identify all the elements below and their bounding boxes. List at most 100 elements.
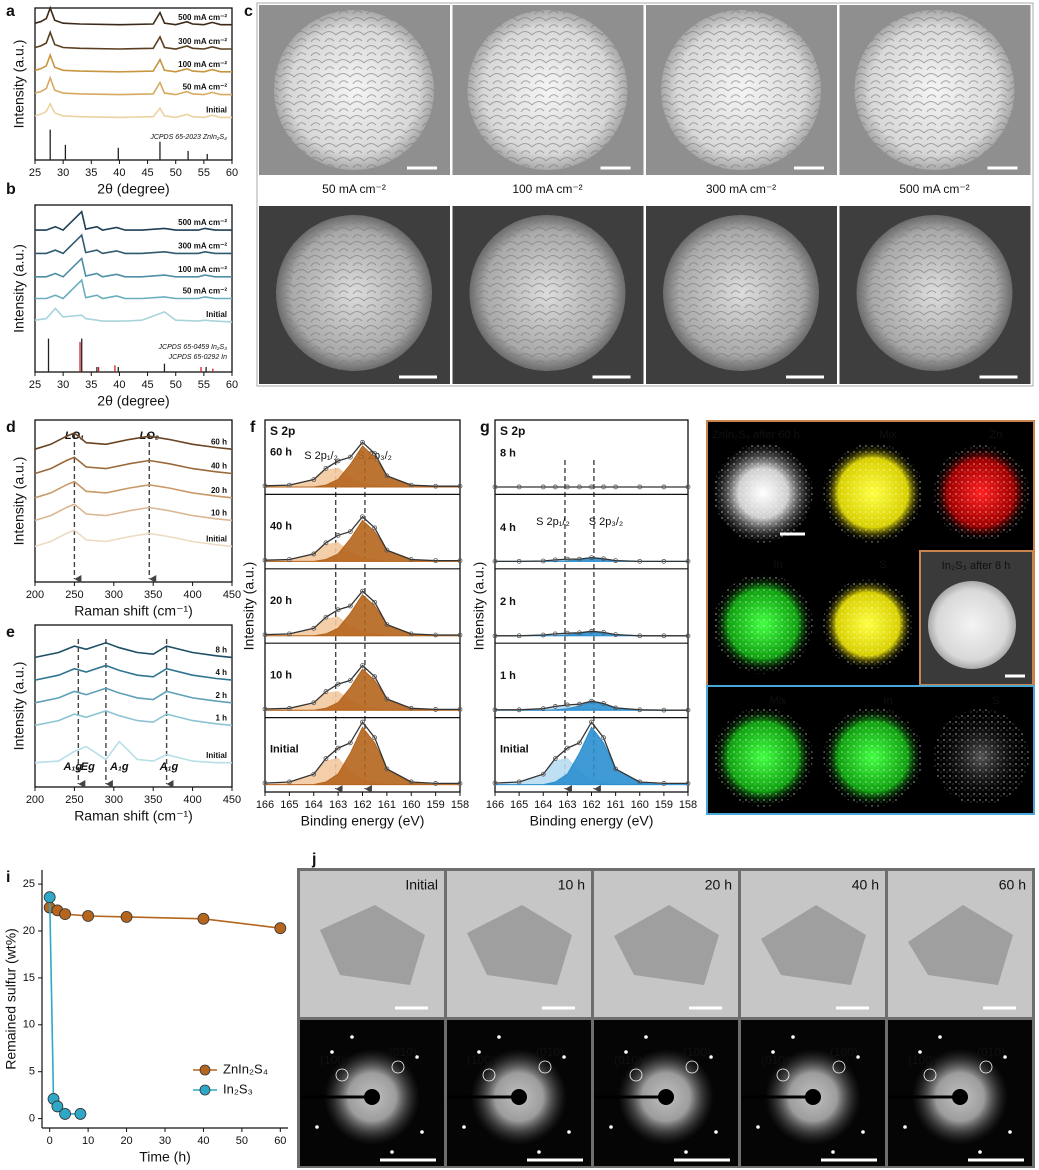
x-tick-label: 30 <box>57 379 69 391</box>
diffraction-spot <box>978 1150 982 1154</box>
annotation: S 2p₃/₂ <box>589 516 623 528</box>
panel-label: i <box>6 869 10 886</box>
raw-data-point <box>384 696 390 702</box>
spot-marker <box>979 1060 993 1074</box>
diffraction-spot <box>714 1130 718 1134</box>
series-label: 20 h <box>211 486 227 495</box>
diffraction-spot <box>856 1055 860 1059</box>
reference-label: JCPDS 65-0292 In <box>168 354 227 361</box>
raw-data-point <box>433 632 439 638</box>
time-label: Initial <box>270 743 299 755</box>
x-axis-label: 2θ (degree) <box>97 181 169 197</box>
y-axis-label: Intensity (a.u.) <box>11 662 27 751</box>
raw-data-point <box>372 525 378 531</box>
spectrum-line <box>34 529 233 548</box>
raw-data-point <box>360 663 365 668</box>
raw-data-point <box>347 454 353 460</box>
grain-texture <box>856 215 1013 371</box>
x-tick-label: 162 <box>353 799 371 811</box>
time-label: 8 h <box>500 447 516 459</box>
diffraction-spot <box>771 1050 775 1054</box>
raw-data-point <box>433 483 439 489</box>
raw-data-point <box>516 484 522 490</box>
x-tick-label: 50 <box>170 167 182 179</box>
petal-texture <box>467 10 628 170</box>
spectrum-line <box>35 256 232 278</box>
x-tick-label: 250 <box>65 794 83 806</box>
raw-data-point <box>262 780 268 786</box>
diffraction-spot <box>831 1150 835 1154</box>
diffraction-spot <box>350 1035 354 1039</box>
raw-data-point <box>613 766 619 772</box>
x-tick-label: 450 <box>223 589 241 601</box>
map-label: In <box>883 695 892 707</box>
diffraction-spot <box>903 1125 907 1129</box>
raw-data-point <box>661 707 667 713</box>
legend-marker <box>199 1064 211 1076</box>
raw-data-point <box>601 556 606 562</box>
spectrum-line <box>34 5 232 26</box>
raw-data-point <box>492 633 498 639</box>
x-tick-label: 161 <box>378 799 396 811</box>
component-area <box>495 726 688 786</box>
raw-data-point <box>540 771 546 777</box>
raw-data-point <box>335 681 341 687</box>
raw-data-point <box>492 484 498 490</box>
diffraction-spot <box>462 1125 466 1129</box>
raw-data-point <box>637 633 643 639</box>
raw-data-point <box>661 781 667 786</box>
raw-data-point <box>540 484 546 490</box>
raw-data-point <box>457 483 463 489</box>
spot-marker <box>832 1060 846 1074</box>
raw-data-point <box>577 701 582 707</box>
raw-data-point <box>335 745 341 751</box>
raw-data-point <box>564 702 570 708</box>
raw-data-point <box>661 558 667 564</box>
raw-data-point <box>589 698 594 704</box>
data-point <box>59 908 71 920</box>
y-axis-label: Intensity (a.u.) <box>241 562 257 651</box>
legend-marker <box>199 1084 211 1096</box>
series-label: 2 h <box>215 691 227 700</box>
legend-label: ZnIn₂S₄ <box>223 1061 268 1076</box>
image-caption: 60 h <box>999 877 1026 893</box>
diffraction-spot <box>791 1035 795 1039</box>
series-label: 40 h <box>211 462 227 471</box>
raw-data-point <box>552 756 558 761</box>
raw-data-point <box>335 607 341 613</box>
raw-data-point <box>408 705 414 711</box>
x-tick-label: 165 <box>510 799 528 811</box>
spectrum-line <box>34 664 233 681</box>
series-label: 300 mA cm⁻² <box>178 242 227 251</box>
diffraction-spot <box>497 1035 501 1039</box>
x-tick-label: 40 <box>113 167 125 179</box>
raw-data-point <box>601 484 606 490</box>
spectrum-line <box>34 456 233 475</box>
fit-envelope <box>495 630 688 637</box>
raw-data-point <box>433 781 439 786</box>
x-tick-label: 163 <box>329 799 347 811</box>
x-tick-label: 166 <box>486 799 504 811</box>
annotation: S 2p₁/₂ <box>536 516 570 528</box>
fit-envelope <box>494 720 688 785</box>
raw-data-point <box>286 779 292 785</box>
raw-data-point <box>685 633 691 639</box>
raw-data-point <box>262 632 268 638</box>
raw-data-point <box>552 631 558 637</box>
raw-data-point <box>613 705 619 711</box>
reference-label: JCPDS 65-2023 ZnIn₂S₄ <box>149 134 227 141</box>
y-axis-label: Remained sulfur (wt%) <box>3 928 19 1070</box>
map-speckle <box>823 443 923 543</box>
annotation: A₁g <box>63 761 83 773</box>
spot-marker <box>538 1060 552 1074</box>
raw-data-point <box>601 735 606 741</box>
raw-data-point <box>661 633 667 639</box>
plot-frame <box>34 419 233 583</box>
spectrum-line <box>34 307 233 323</box>
time-label: 2 h <box>500 596 516 608</box>
particle <box>928 581 1016 669</box>
series-label: 50 mA cm⁻² <box>183 287 228 296</box>
data-point <box>59 1108 71 1120</box>
raw-data-point <box>589 719 594 725</box>
